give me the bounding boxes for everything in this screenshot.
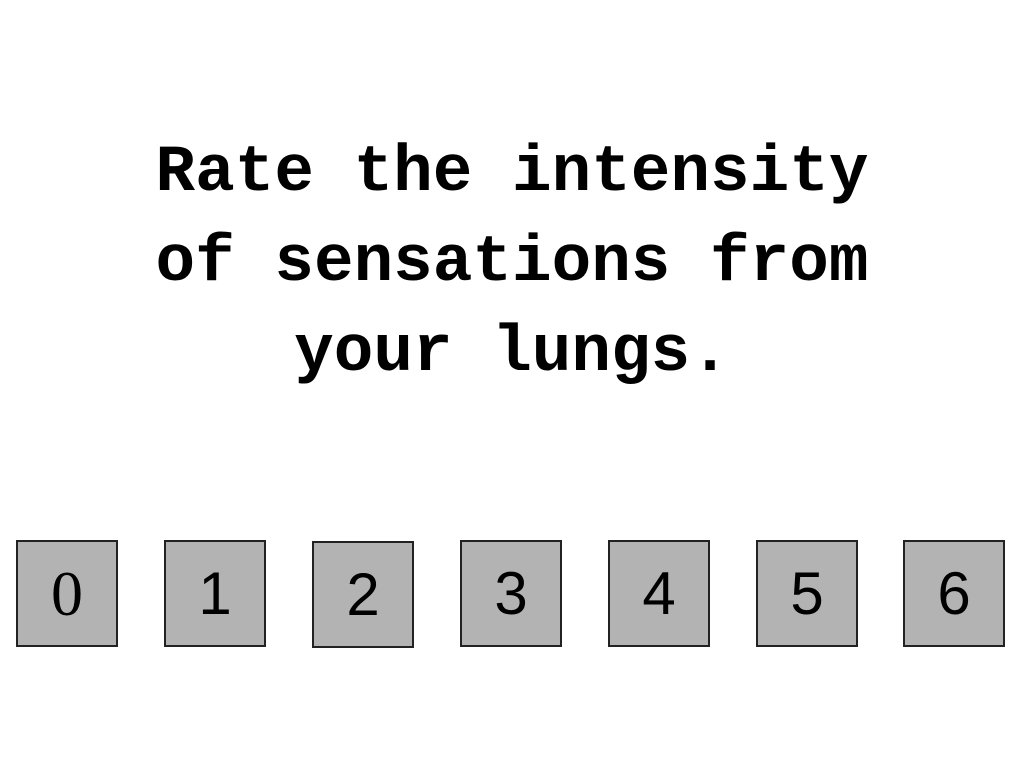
rating-button-0[interactable]: 0 xyxy=(16,540,118,647)
rating-button-5[interactable]: 5 xyxy=(756,540,858,647)
rating-button-4[interactable]: 4 xyxy=(608,540,710,647)
rating-scale: 0 1 2 3 4 5 6 xyxy=(0,540,1024,652)
prompt-line-1: Rate the intensity xyxy=(155,135,869,210)
prompt-line-3: your lungs. xyxy=(294,315,730,390)
prompt-line-2: of sensations from xyxy=(155,225,869,300)
rating-button-3[interactable]: 3 xyxy=(460,540,562,647)
rating-button-2[interactable]: 2 xyxy=(312,541,414,648)
rating-button-6[interactable]: 6 xyxy=(903,540,1005,647)
rating-button-1[interactable]: 1 xyxy=(164,540,266,647)
question-prompt: Rate the intensity of sensations from yo… xyxy=(0,128,1024,398)
